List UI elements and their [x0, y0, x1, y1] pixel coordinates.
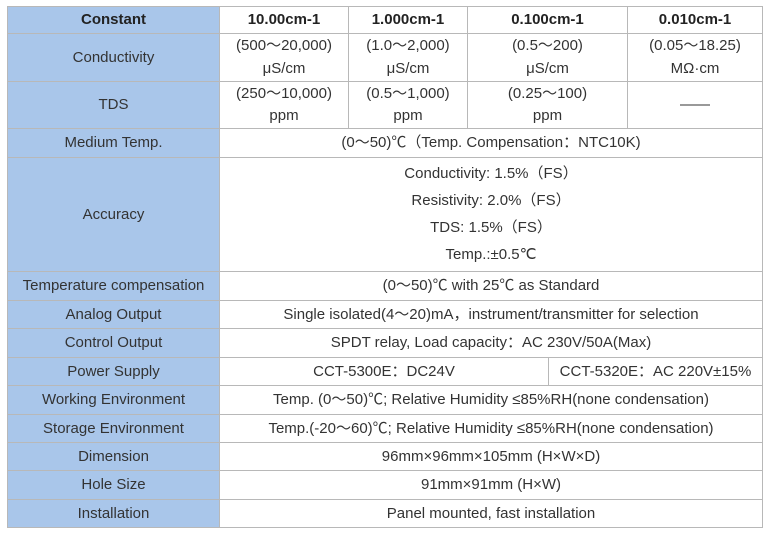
- cell-text: Working Environment: [41, 391, 186, 408]
- value-cell: CCT-5320E：AC 220V±15%: [548, 357, 763, 386]
- cell-text: TDS: 1.5%（FS）: [430, 219, 552, 236]
- value-cell: CCT-5300E：DC24V: [219, 357, 549, 386]
- cell-text: Constant: [81, 11, 146, 28]
- row-label: Storage Environment: [7, 414, 220, 443]
- cell-text: Accuracy: [82, 205, 145, 223]
- cell-text: MΩ·cm: [670, 60, 720, 77]
- cell-text: (0～50)℃ with 25℃ as Standard: [382, 277, 600, 294]
- row-label: Control Output: [7, 328, 220, 358]
- cell-text: (1.0～2,000): [366, 37, 450, 54]
- cell-text: ppm: [393, 107, 423, 125]
- value-cell: (0～50)℃ with 25℃ as Standard: [219, 271, 763, 301]
- cell-text: ——: [680, 96, 710, 113]
- row-label: Accuracy: [7, 157, 220, 272]
- value-cell: (1.0～2,000) μS/cm: [348, 33, 468, 82]
- cell-text: Power Supply: [67, 362, 160, 380]
- value-cell: (500～20,000) μS/cm: [219, 33, 349, 82]
- cell-text: Medium Temp.: [64, 134, 163, 151]
- value-cell: (0.05～18.25) MΩ·cm: [627, 33, 763, 82]
- cell-text: 10.00cm-1: [247, 11, 321, 28]
- value-cell: (0～50)℃（Temp. Compensation：NTC10K): [219, 128, 763, 158]
- cell-text: Temperature compensation: [22, 277, 205, 294]
- value-cell: Panel mounted, fast installation: [219, 499, 763, 528]
- row-label: Installation: [7, 499, 220, 528]
- value-cell: (0.5～200) μS/cm: [467, 33, 628, 82]
- row-label: Hole Size: [7, 470, 220, 500]
- cell-text: Dimension: [78, 447, 149, 465]
- cell-text: CCT-5300E：DC24V: [313, 362, 455, 380]
- cell-text: Temp.(-20～60)℃; Relative Humidity ≤85%RH…: [268, 419, 714, 437]
- value-cell: Conductivity: 1.5%（FS） Resistivity: 2.0%（…: [219, 157, 763, 272]
- cell-text: (0.5～1,000): [366, 84, 450, 102]
- cell-text: Temp. (0～50)℃; Relative Humidity ≤85%RH(…: [273, 391, 709, 408]
- row-label: Power Supply: [7, 357, 220, 386]
- cell-text: (0.25～100): [507, 84, 588, 102]
- cell-text: (500～20,000): [236, 37, 332, 54]
- cell-text: Analog Output: [65, 305, 162, 323]
- value-cell: 91mm×91mm (H×W): [219, 470, 763, 500]
- cell-text: μS/cm: [386, 60, 430, 77]
- value-cell: (250～10,000) ppm: [219, 81, 349, 129]
- cell-text: Temp.:±0.5℃: [445, 246, 537, 263]
- value-cell: Temp.(-20～60)℃; Relative Humidity ≤85%RH…: [219, 414, 763, 443]
- cell-text: ppm: [269, 107, 299, 125]
- value-cell: ——: [627, 81, 763, 129]
- cell-text: ppm: [532, 107, 563, 125]
- value-cell: Temp. (0～50)℃; Relative Humidity ≤85%RH(…: [219, 385, 763, 415]
- value-cell: (0.25～100) ppm: [467, 81, 628, 129]
- cell-text: (0.05～18.25): [649, 37, 741, 54]
- cell-text: 96mm×96mm×105mm (H×W×D): [381, 447, 601, 465]
- value-cell: Single isolated(4～20)mA，instrument/trans…: [219, 300, 763, 329]
- cell-text: 0.100cm-1: [511, 11, 584, 28]
- cell-text: Control Output: [64, 334, 163, 351]
- cell-text: Storage Environment: [43, 419, 184, 437]
- cell-text: 0.010cm-1: [658, 11, 732, 28]
- cell-text: SPDT relay, Load capacity：AC 230V/50A(Ma…: [330, 334, 652, 351]
- cell-text: 91mm×91mm (H×W): [420, 476, 562, 493]
- cell-text: Single isolated(4～20)mA，instrument/trans…: [283, 305, 699, 323]
- cell-text: Installation: [77, 504, 150, 522]
- row-label: Working Environment: [7, 385, 220, 415]
- row-label: Medium Temp.: [7, 128, 220, 158]
- cell-text: μS/cm: [526, 60, 569, 77]
- cell-text: TDS: [98, 96, 129, 113]
- row-label: TDS: [7, 81, 220, 129]
- header-cell: 0.010cm-1: [627, 6, 763, 34]
- cell-text: Hole Size: [81, 476, 146, 493]
- cell-text: (0.5～200): [512, 37, 583, 54]
- cell-text: CCT-5320E：AC 220V±15%: [559, 362, 752, 380]
- cell-text: Panel mounted, fast installation: [386, 504, 596, 522]
- cell-text: Conductivity: [72, 48, 155, 66]
- header-cell: 10.00cm-1: [219, 6, 349, 34]
- row-label: Analog Output: [7, 300, 220, 329]
- row-label: Temperature compensation: [7, 271, 220, 301]
- value-cell: 96mm×96mm×105mm (H×W×D): [219, 442, 763, 471]
- value-cell: SPDT relay, Load capacity：AC 230V/50A(Ma…: [219, 328, 763, 358]
- cell-text: (0～50)℃（Temp. Compensation：NTC10K): [341, 134, 641, 151]
- cell-text: Resistivity: 2.0%（FS）: [411, 192, 571, 209]
- header-cell: 0.100cm-1: [467, 6, 628, 34]
- header-cell: 1.000cm-1: [348, 6, 468, 34]
- header-cell: Constant: [7, 6, 220, 34]
- cell-text: μS/cm: [262, 60, 306, 77]
- cell-text: (250～10,000): [236, 84, 332, 102]
- value-cell: (0.5～1,000) ppm: [348, 81, 468, 129]
- cell-text: 1.000cm-1: [371, 11, 445, 28]
- cell-text: Conductivity: 1.5%（FS）: [404, 165, 578, 182]
- row-label: Conductivity: [7, 33, 220, 82]
- row-label: Dimension: [7, 442, 220, 471]
